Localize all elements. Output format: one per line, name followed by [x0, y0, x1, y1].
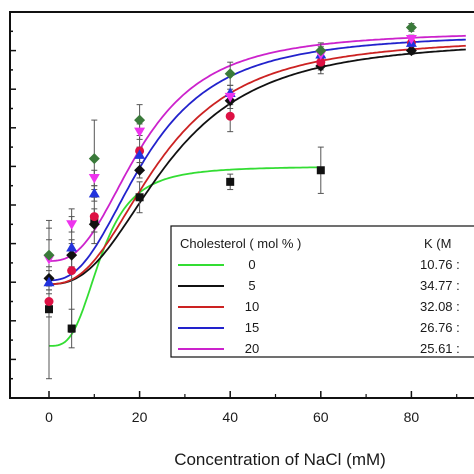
data-point: [315, 45, 327, 57]
data-point: [134, 149, 146, 159]
data-point: [135, 193, 144, 202]
fit-curve-15: [48, 38, 466, 282]
data-point: [316, 166, 325, 175]
legend-k-value: 25.61 :: [420, 341, 460, 356]
data-point: [67, 324, 76, 333]
legend-series-name: 20: [245, 341, 259, 356]
data-point: [134, 164, 146, 176]
legend-series-name: 0: [248, 257, 255, 272]
legend-series-name: 15: [245, 320, 259, 335]
data-point: [89, 212, 99, 222]
fit-curve-20: [49, 34, 466, 262]
x-tick-label: 0: [45, 409, 53, 425]
data-point: [224, 68, 236, 80]
x-tick-label: 60: [313, 409, 329, 425]
x-axis-title: Concentration of NaCl (mM): [174, 450, 386, 469]
legend-k-header: K (M: [424, 236, 451, 251]
legend-k-value: 10.76 :: [420, 257, 460, 272]
data-point: [66, 220, 78, 230]
legend-series-name: 5: [248, 278, 255, 293]
legend-series-name: 10: [245, 299, 259, 314]
data-point: [405, 45, 417, 57]
legend-k-value: 26.76 :: [420, 320, 460, 335]
fit-curve-5: [49, 48, 466, 286]
legend-box: [170, 225, 474, 358]
data-point: [66, 249, 78, 261]
data-point: [88, 153, 100, 165]
legend-title: Cholesterol ( mol % ): [180, 236, 301, 251]
data-point: [66, 241, 78, 252]
data-point: [405, 35, 417, 45]
data-point: [67, 266, 77, 276]
fit-curve-10: [49, 44, 466, 286]
x-tick-label: 20: [132, 409, 148, 425]
data-point: [134, 114, 146, 126]
legend-k-value: 32.08 :: [420, 299, 460, 314]
data-point: [43, 249, 55, 261]
data-point: [226, 177, 235, 186]
fit-curve-0: [49, 166, 321, 347]
data-point: [316, 57, 326, 67]
data-point: [43, 276, 55, 287]
plot-area: 0 20 40 60 80 Cholesterol ( mol % ) K (M 0 10.76…: [9, 11, 474, 425]
x-tick-label: 80: [404, 409, 420, 425]
data-point: [88, 173, 100, 184]
data-point: [134, 127, 146, 138]
data-point: [88, 218, 100, 230]
x-tick-label: 40: [222, 409, 238, 425]
data-point: [225, 111, 235, 121]
data-point: [44, 297, 54, 306]
data-point: [224, 92, 236, 103]
data-point: [45, 305, 53, 314]
data-point: [405, 21, 417, 33]
legend-k-value: 34.77 :: [420, 278, 460, 293]
data-point: [88, 187, 100, 198]
